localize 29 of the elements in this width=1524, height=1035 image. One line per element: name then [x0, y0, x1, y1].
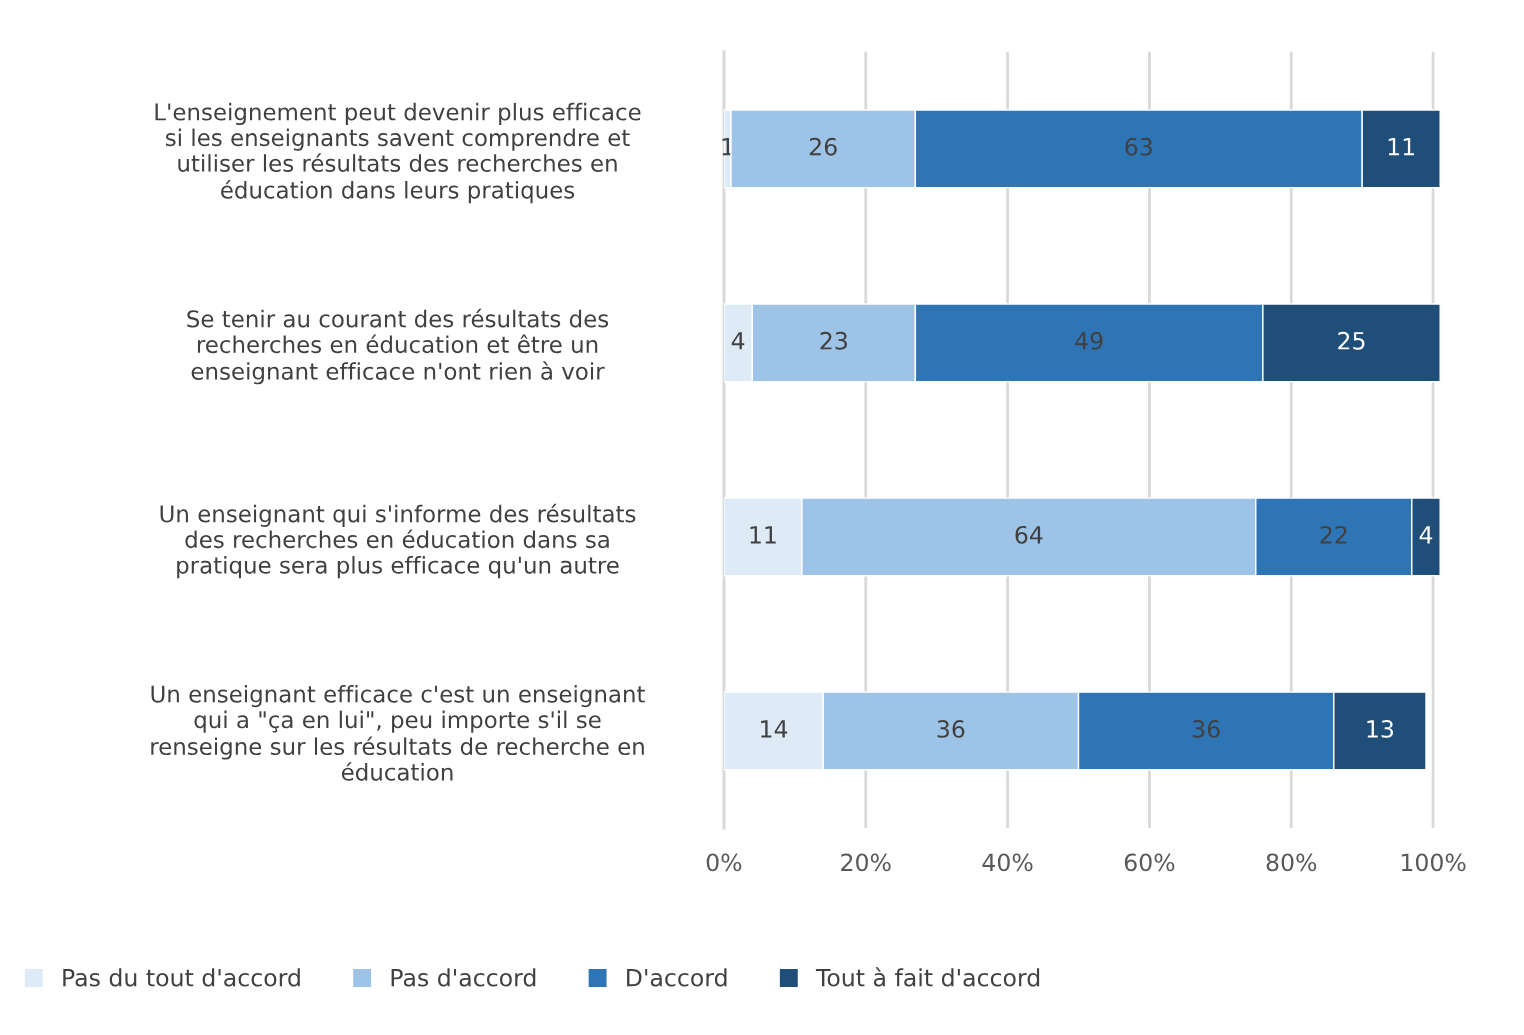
- data-label: 22: [1320, 525, 1347, 544]
- data-label: 64: [1015, 525, 1043, 544]
- x-tick-label: 0%: [706, 853, 742, 872]
- x-tick-label: 20%: [841, 853, 891, 872]
- data-label: 63: [1125, 137, 1152, 156]
- data-label: 4: [731, 332, 745, 350]
- data-label: 36: [937, 719, 965, 738]
- x-tick-label: 100%: [1401, 853, 1466, 872]
- data-label: 11: [750, 526, 776, 544]
- legend-label: Pas du tout d'accord: [63, 968, 300, 987]
- legend-label: D'accord: [627, 968, 727, 987]
- data-label: 23: [820, 331, 847, 350]
- data-label: 25: [1338, 331, 1365, 350]
- data-label: 14: [761, 720, 788, 738]
- x-tick-label: 40%: [982, 853, 1033, 872]
- y-tick-label: Un enseignant qui s'informe des résultats des recherches en éducation dans sa pratique sera plus efficace qu'un autre: [160, 503, 636, 579]
- data-label: 11: [1388, 138, 1415, 156]
- data-label: 36: [1192, 719, 1220, 738]
- y-tick-label: Se tenir au courant des résultats des recherches en éducation et être un enseignant efficace n'ont rien à voir: [187, 308, 609, 385]
- data-label: 13: [1367, 719, 1394, 738]
- data-label: 26: [809, 137, 837, 156]
- legend-label: Pas d'accord: [391, 968, 536, 987]
- x-tick-label: 60%: [1124, 853, 1175, 872]
- legend-label: Tout à fait d'accord: [815, 967, 1040, 987]
- y-tick-label: L'enseignement peut devenir plus efficace si les enseignants savent comprendre et utiliser les résultats des recherches en éducation dans leurs pratiques: [155, 102, 641, 204]
- data-label: 49: [1075, 331, 1103, 350]
- x-tick-label: 80%: [1266, 853, 1317, 872]
- y-tick-label: Un enseignant efficace c'est un enseignant qui a "ça en lui", peu importe s'il se renseigne sur les résultats de recherche en éducation: [151, 684, 645, 781]
- data-label: 4: [1419, 526, 1433, 544]
